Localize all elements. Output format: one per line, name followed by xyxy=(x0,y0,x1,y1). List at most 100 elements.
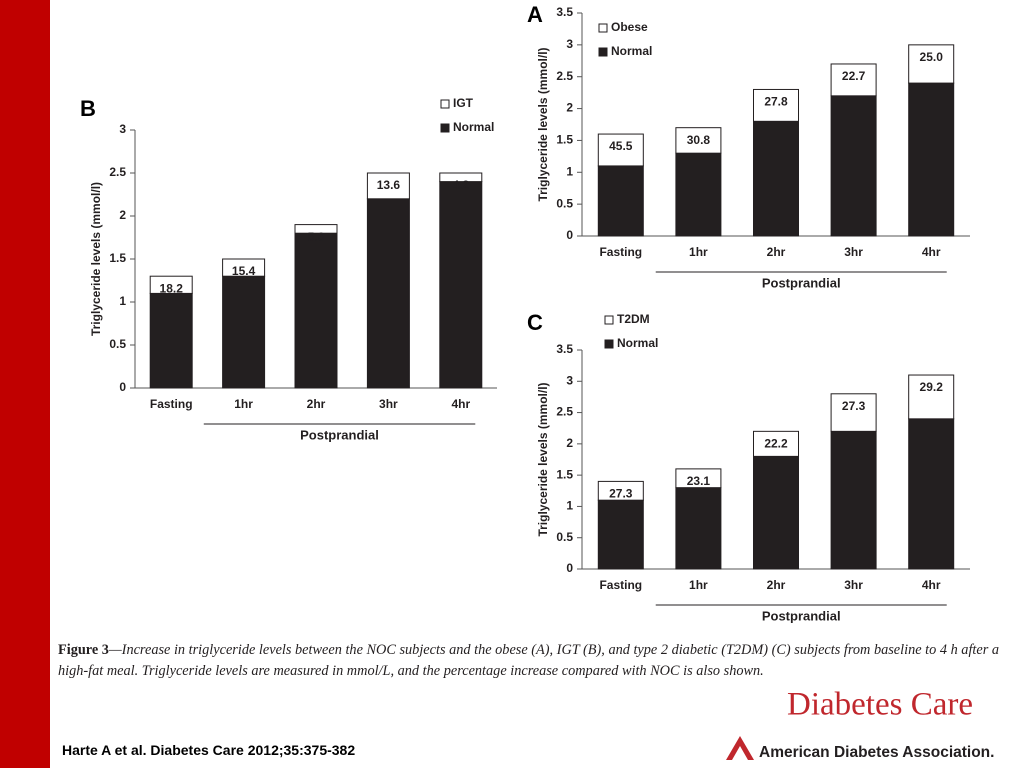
bar-label: 27.8 xyxy=(764,95,788,109)
bar-segment xyxy=(294,232,338,389)
bar-label: 23.1 xyxy=(687,474,711,488)
bar-segment xyxy=(597,165,644,237)
y-tick-label: 2 xyxy=(119,208,126,222)
legend-swatch xyxy=(604,315,614,325)
journal-logo: Diabetes Care xyxy=(787,687,973,723)
bar-segment xyxy=(439,181,483,389)
legend-swatch xyxy=(598,47,608,57)
x-tick-label: 4hr xyxy=(922,578,941,592)
legend-label: T2DM xyxy=(617,312,650,326)
y-tick-label: 1 xyxy=(566,164,573,178)
bar-label: 29.2 xyxy=(920,380,944,394)
bar-label: 27.3 xyxy=(609,487,633,501)
y-tick-label: 3.5 xyxy=(556,5,573,19)
legend-swatch xyxy=(598,23,608,33)
caption-text: —Increase in triglyceride levels between… xyxy=(58,642,1000,679)
y-axis-label: Triglyceride levels (mmol/l) xyxy=(536,47,550,201)
bar-label: 27.3 xyxy=(842,399,866,413)
x-axis-label: Postprandial xyxy=(762,275,841,290)
x-tick-label: 1hr xyxy=(689,578,708,592)
legend-label: Normal xyxy=(611,44,652,58)
bar-segment xyxy=(752,455,800,570)
bar-segment xyxy=(908,418,955,570)
bar-segment xyxy=(149,275,193,294)
bar-segment xyxy=(294,224,338,234)
x-tick-label: 1hr xyxy=(689,245,708,259)
ada-logo xyxy=(726,736,754,760)
bar-segment xyxy=(908,374,955,420)
x-tick-label: 4hr xyxy=(922,245,941,259)
y-tick-label: 0 xyxy=(566,228,573,242)
legend-swatch xyxy=(440,123,450,133)
bar-segment xyxy=(597,480,644,501)
side-band xyxy=(0,0,50,768)
bar-segment xyxy=(830,95,877,237)
x-tick-label: 2hr xyxy=(767,578,786,592)
y-tick-label: 0.5 xyxy=(556,530,573,544)
x-tick-label: 3hr xyxy=(844,245,863,259)
bar-segment xyxy=(597,499,644,570)
association: American Diabetes Association. xyxy=(759,744,994,761)
figure-label: Figure 3 xyxy=(58,642,109,658)
legend-label: IGT xyxy=(453,96,474,110)
y-tick-label: 0 xyxy=(119,380,126,394)
legend-label: Normal xyxy=(453,120,494,134)
y-axis-label: Triglyceride levels (mmol/l) xyxy=(536,382,550,536)
bar-label: 13.6 xyxy=(377,178,401,192)
bar-segment xyxy=(752,120,800,237)
bar-label: 5.6 xyxy=(308,230,325,244)
y-tick-label: 1.5 xyxy=(556,467,573,481)
bar-label: 22.2 xyxy=(764,437,788,451)
x-tick-label: 1hr xyxy=(234,397,253,411)
bar-segment xyxy=(222,275,266,389)
y-tick-label: 0 xyxy=(566,561,573,575)
y-tick-label: 3 xyxy=(566,373,573,387)
y-tick-label: 1.5 xyxy=(109,251,126,265)
bar-segment xyxy=(675,468,722,489)
bar-segment xyxy=(908,44,955,84)
bar-segment xyxy=(675,152,722,237)
bar-segment xyxy=(675,487,722,570)
bar-segment xyxy=(675,127,722,154)
bar-segment xyxy=(366,198,410,389)
citation: Harte A et al. Diabetes Care 2012;35:375… xyxy=(62,742,356,758)
x-tick-label: Fasting xyxy=(150,397,193,411)
y-tick-label: 1.5 xyxy=(556,133,573,147)
x-tick-label: 3hr xyxy=(844,578,863,592)
legend-label: Normal xyxy=(617,336,658,350)
x-axis-label: Postprandial xyxy=(762,608,841,623)
y-tick-label: 2 xyxy=(566,101,573,115)
bar-segment xyxy=(908,82,955,237)
bar-segment xyxy=(830,63,877,97)
caption: Figure 3—Increase in triglyceride levels… xyxy=(58,640,1008,682)
y-tick-label: 2 xyxy=(566,436,573,450)
bar-segment xyxy=(597,133,644,167)
x-tick-label: 2hr xyxy=(307,397,326,411)
panel-letter: B xyxy=(80,96,96,121)
x-tick-label: 2hr xyxy=(767,245,786,259)
bar-segment xyxy=(366,172,410,200)
bar-label: 45.5 xyxy=(609,139,633,153)
x-axis-label: Postprandial xyxy=(300,427,379,442)
panel-letter: C xyxy=(527,310,543,335)
x-tick-label: Fasting xyxy=(599,245,642,259)
y-tick-label: 2.5 xyxy=(556,69,573,83)
legend-swatch xyxy=(604,339,614,349)
bar-label: 18.2 xyxy=(160,281,184,295)
y-tick-label: 1 xyxy=(119,294,126,308)
bar-label: 25.0 xyxy=(920,50,944,64)
y-tick-label: 3.5 xyxy=(556,342,573,356)
y-tick-label: 3 xyxy=(566,37,573,51)
bar-segment xyxy=(439,172,483,183)
bar-label: 15.4 xyxy=(232,264,256,278)
bar-label: 4.2 xyxy=(452,178,469,192)
x-tick-label: 4hr xyxy=(451,397,470,411)
y-tick-label: 0.5 xyxy=(109,337,126,351)
bar-segment xyxy=(752,88,800,122)
panel-letter: A xyxy=(527,2,543,27)
y-tick-label: 1 xyxy=(566,499,573,513)
bar-segment xyxy=(830,393,877,432)
x-tick-label: Fasting xyxy=(599,578,642,592)
